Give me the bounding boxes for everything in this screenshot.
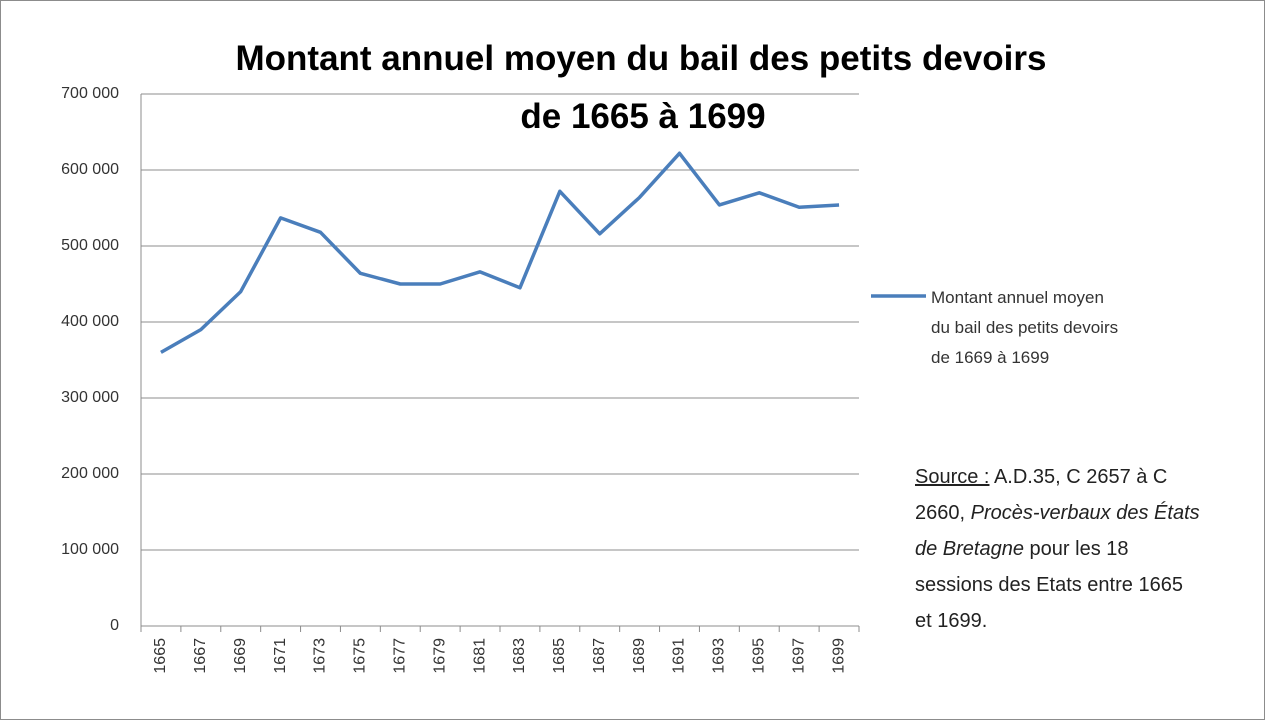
y-tick-label: 500 000 [61, 237, 119, 254]
x-tick-label: 1669 [232, 638, 249, 674]
x-tick-label: 1675 [352, 638, 369, 674]
chart-title: Montant annuel moyen du bail des petits … [235, 39, 1047, 78]
chart-title: de 1665 à 1699 [520, 97, 766, 136]
y-tick-label: 600 000 [61, 161, 119, 178]
x-tick-label: 1697 [790, 638, 807, 674]
x-tick-label: 1691 [671, 638, 688, 674]
x-tick-label: 1699 [830, 638, 847, 674]
y-tick-label: 0 [110, 617, 119, 634]
x-tick-label: 1673 [312, 638, 329, 674]
x-tick-label: 1695 [750, 638, 767, 674]
x-tick-label: 1693 [711, 638, 728, 674]
y-tick-label: 400 000 [61, 313, 119, 330]
y-tick-label: 100 000 [61, 541, 119, 558]
y-tick-label: 300 000 [61, 389, 119, 406]
source-title: Procès-verbaux des États de Bretagne [915, 502, 1200, 560]
x-tick-label: 1685 [551, 638, 568, 674]
x-tick-label: 1677 [391, 638, 408, 674]
y-tick-label: 700 000 [61, 85, 119, 102]
legend-label: Montant annuel moyen du bail des petits … [931, 288, 1119, 367]
x-tick-label: 1667 [192, 638, 209, 674]
source-text: pour les 18 sessions des Etats entre 166… [915, 538, 1183, 632]
x-tick-label: 1679 [431, 638, 448, 674]
source-text: A.D.35, C 2657 à C 2660, [915, 466, 1168, 524]
source-note: Source : A.D.35, C 2657 à C 2660, Procès… [915, 459, 1205, 639]
x-tick-label: 1689 [631, 638, 648, 674]
y-tick-label: 200 000 [61, 465, 119, 482]
x-tick-label: 1683 [511, 638, 528, 674]
x-tick-label: 1665 [152, 638, 169, 674]
x-tick-label: 1687 [591, 638, 608, 674]
line [160, 151, 840, 354]
source-label: Source : [915, 466, 990, 488]
x-tick-label: 1671 [272, 638, 289, 674]
x-tick-label: 1681 [471, 638, 488, 674]
